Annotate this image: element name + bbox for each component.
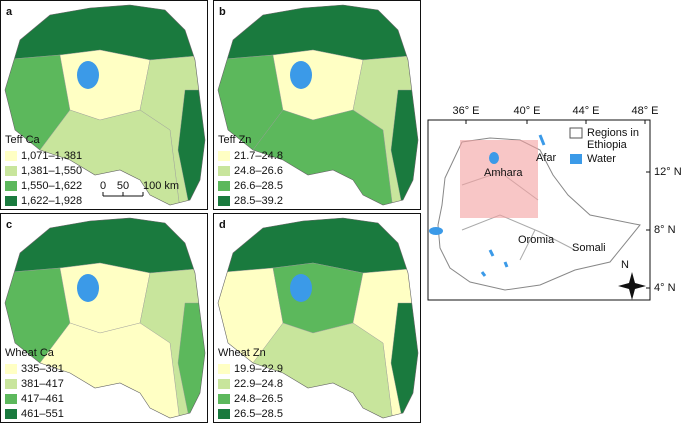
legend-swatch	[218, 364, 230, 374]
map-panel: c Wheat Ca 335–381 381–417 417–461 461–551	[0, 213, 208, 423]
outline	[217, 217, 419, 419]
water	[429, 227, 443, 235]
legend-swatch	[218, 151, 230, 161]
x-tick-label: 48° E	[631, 105, 658, 117]
legend-label: 26.6–28.5	[234, 180, 283, 192]
lake	[77, 61, 99, 89]
panel-letter: b	[219, 6, 226, 18]
map-panels: a Teff Ca 1,071–1,381 1,381–1,550 1,550–1,62…	[0, 0, 421, 423]
legend-label: 417–461	[21, 393, 64, 405]
scale-bar: 0 50 100 km	[100, 180, 179, 197]
inset-map: 36° E 40° E 44° E 48° E 12° N 8° N 4° N Amhara A…	[427, 105, 682, 301]
zone	[272, 49, 364, 121]
zone	[272, 262, 364, 334]
legend-label: 381–417	[21, 378, 64, 390]
legend-swatch-regions	[569, 127, 583, 139]
scale-line	[102, 192, 144, 197]
region-label: Amhara	[484, 167, 523, 179]
y-tick-label: 8° N	[654, 224, 676, 236]
region-label: Afar	[536, 152, 557, 164]
compass	[618, 272, 646, 300]
legend-label: 461–551	[21, 408, 64, 420]
legend-title: Wheat Ca	[5, 347, 55, 359]
x-tick-label: 40° E	[513, 105, 540, 117]
legend-swatch	[218, 166, 230, 176]
x-tick-label: 44° E	[572, 105, 599, 117]
panel-letter: d	[219, 219, 226, 231]
legend-label: 1,550–1,622	[21, 180, 82, 192]
legend-swatch	[5, 151, 17, 161]
map-panel: d Wheat Zn 19.9–22.9 22.9–24.8 24.8–26.5 26.5…	[213, 213, 421, 423]
legend-label: Water	[587, 153, 616, 165]
legend-label: 24.8–26.5	[234, 393, 283, 405]
outline	[217, 4, 419, 206]
legend-swatch	[5, 196, 17, 206]
legend-swatch	[218, 379, 230, 389]
legend-swatch	[5, 379, 17, 389]
legend-label: 21.7–24.8	[234, 150, 283, 162]
lake-tana	[489, 152, 499, 164]
legend-title: Teff Ca	[5, 134, 41, 146]
zone	[59, 49, 151, 121]
legend-swatch	[5, 364, 17, 374]
y-tick-label: 12° N	[654, 166, 682, 178]
map-panel: a Teff Ca 1,071–1,381 1,381–1,550 1,550–1,62…	[0, 0, 208, 210]
legend-title: Teff Zn	[218, 134, 251, 146]
x-tick-label: 36° E	[452, 105, 479, 117]
compass-label: N	[621, 259, 629, 271]
region-label: Oromia	[518, 234, 555, 246]
scale-label: 50	[117, 180, 129, 192]
legend-label: Regions in Ethiopia	[587, 127, 639, 151]
lake	[77, 274, 99, 302]
legend-swatch	[218, 181, 230, 191]
y-tick-label: 4° N	[654, 282, 676, 294]
legend-label: 1,071–1,381	[21, 150, 82, 162]
legend-swatch	[5, 166, 17, 176]
outline	[4, 4, 206, 206]
lake	[290, 61, 312, 89]
water	[480, 134, 546, 277]
legend-label: 28.5–39.2	[234, 195, 283, 207]
lake	[290, 274, 312, 302]
study-area	[460, 140, 538, 218]
legend-swatch	[5, 181, 17, 191]
legend-label: 24.8–26.6	[234, 165, 283, 177]
legend-label: 26.5–28.5	[234, 408, 283, 420]
legend-label: 22.9–24.8	[234, 378, 283, 390]
legend-title: Wheat Zn	[218, 347, 266, 359]
legend-swatch	[218, 409, 230, 419]
legend-swatch	[218, 196, 230, 206]
map-panel: b Teff Zn 21.7–24.8 24.8–26.6 26.6–28.5 28.5–…	[213, 0, 421, 210]
outline	[4, 217, 206, 419]
legend-swatch	[5, 394, 17, 404]
region-label: Somali	[572, 242, 606, 254]
legend-swatch	[218, 394, 230, 404]
legend-swatch-water	[570, 154, 582, 164]
legend-label: 19.9–22.9	[234, 363, 283, 375]
scale-label: 0	[100, 180, 106, 192]
legend-label: 1,381–1,550	[21, 165, 82, 177]
legend-label: 1,622–1,928	[21, 195, 82, 207]
legend-swatch	[5, 409, 17, 419]
legend-label: 335–381	[21, 363, 64, 375]
panel-letter: c	[6, 219, 12, 231]
scale-label: 100 km	[143, 180, 179, 192]
zone	[59, 262, 151, 334]
panel-letter: a	[6, 6, 13, 18]
